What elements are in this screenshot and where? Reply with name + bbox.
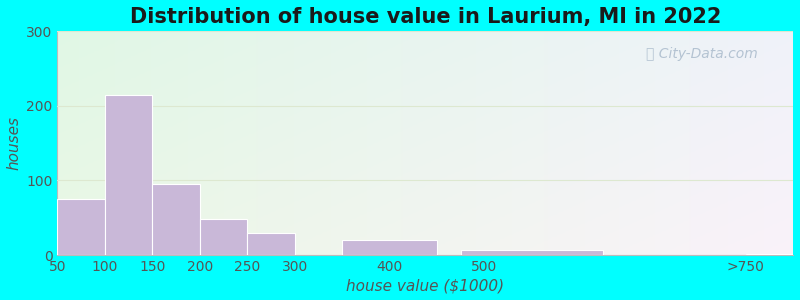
Bar [105,95,152,255]
Bar [342,240,437,255]
X-axis label: house value ($1000): house value ($1000) [346,278,504,293]
Y-axis label: houses: houses [7,116,22,170]
Bar [247,233,294,255]
Bar [58,199,105,255]
Bar [152,184,200,255]
Bar [200,219,247,255]
Title: Distribution of house value in Laurium, MI in 2022: Distribution of house value in Laurium, … [130,7,721,27]
Bar [461,250,603,255]
Bar [746,254,793,255]
Text: Ⓢ City-Data.com: Ⓢ City-Data.com [646,47,758,61]
